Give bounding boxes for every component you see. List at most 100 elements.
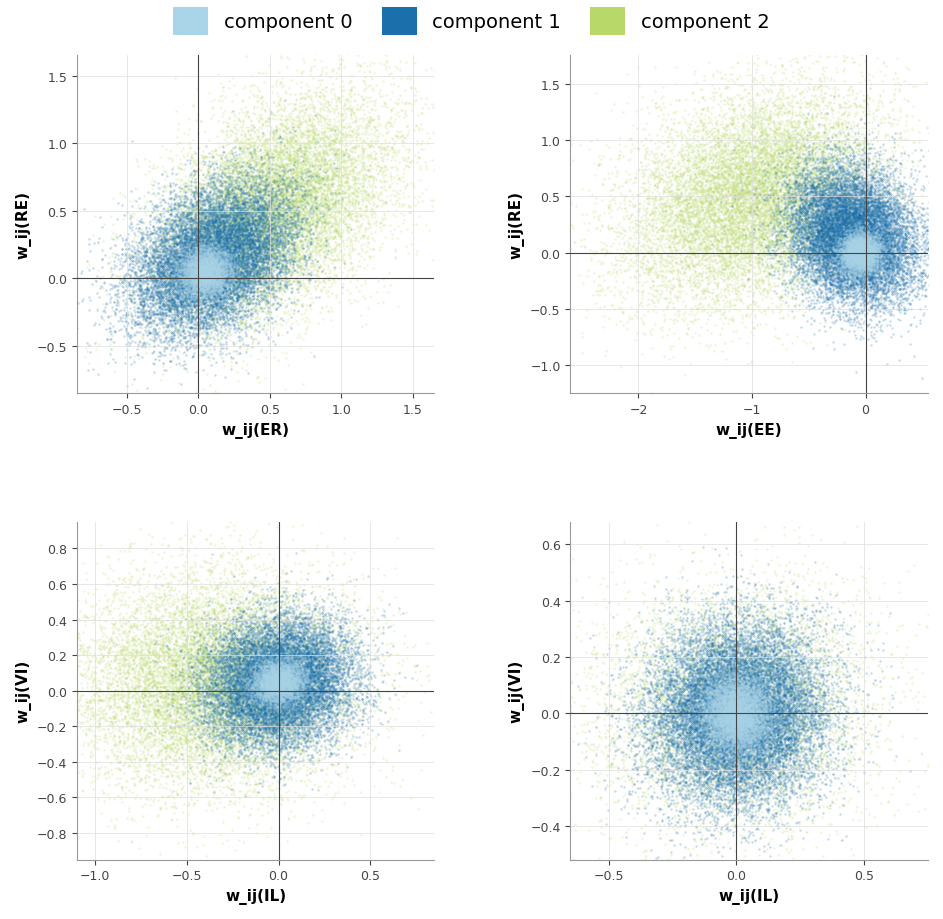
Point bbox=[850, 248, 865, 263]
Point bbox=[157, 725, 172, 740]
Point bbox=[240, 709, 255, 724]
Point bbox=[240, 766, 255, 780]
Point bbox=[837, 234, 852, 249]
Point bbox=[711, 676, 726, 691]
Point bbox=[197, 285, 212, 300]
Point bbox=[732, 174, 747, 188]
Point bbox=[188, 227, 203, 242]
Point bbox=[691, 166, 706, 181]
Point bbox=[708, 618, 723, 633]
Point bbox=[246, 709, 261, 723]
Point bbox=[817, 232, 832, 246]
Point bbox=[124, 638, 140, 652]
Point bbox=[775, 651, 790, 665]
Point bbox=[100, 654, 115, 669]
Point bbox=[270, 679, 285, 694]
Point bbox=[882, 156, 897, 171]
Point bbox=[709, 656, 724, 671]
Point bbox=[740, 240, 755, 255]
Point bbox=[180, 306, 195, 321]
Point bbox=[855, 242, 870, 256]
Point bbox=[702, 632, 717, 647]
Point bbox=[295, 674, 310, 688]
Point bbox=[354, 670, 369, 685]
Point bbox=[196, 639, 211, 653]
Point bbox=[197, 240, 212, 255]
Point bbox=[843, 215, 858, 230]
Point bbox=[740, 698, 755, 712]
Point bbox=[277, 241, 292, 255]
Point bbox=[768, 175, 783, 189]
Point bbox=[747, 716, 762, 731]
Point bbox=[269, 201, 284, 216]
Point bbox=[124, 607, 139, 622]
Point bbox=[239, 676, 254, 691]
Point bbox=[208, 255, 223, 270]
Point bbox=[725, 221, 740, 236]
Point bbox=[743, 720, 758, 735]
Point bbox=[278, 674, 293, 688]
Point bbox=[141, 337, 157, 352]
Point bbox=[275, 646, 290, 661]
Point bbox=[174, 358, 189, 373]
Point bbox=[771, 635, 786, 650]
Point bbox=[825, 212, 840, 227]
Point bbox=[178, 673, 193, 687]
Point bbox=[819, 248, 834, 263]
Point bbox=[210, 208, 225, 222]
Point bbox=[282, 264, 297, 278]
Point bbox=[781, 686, 796, 701]
Point bbox=[698, 756, 713, 771]
Point bbox=[735, 717, 750, 732]
Point bbox=[717, 692, 732, 707]
Point bbox=[270, 698, 285, 713]
Point bbox=[782, 197, 797, 211]
Point bbox=[707, 724, 722, 739]
Point bbox=[264, 678, 279, 693]
Point bbox=[885, 301, 901, 316]
Point bbox=[743, 671, 758, 686]
Point bbox=[282, 628, 297, 642]
Point bbox=[200, 273, 215, 288]
Point bbox=[278, 685, 293, 699]
Point bbox=[186, 305, 201, 320]
Point bbox=[738, 231, 753, 245]
Point bbox=[769, 740, 785, 754]
Point bbox=[292, 653, 307, 668]
Point bbox=[277, 674, 292, 688]
Point bbox=[264, 683, 279, 698]
Point bbox=[855, 237, 870, 252]
Point bbox=[751, 732, 766, 747]
Point bbox=[816, 253, 831, 267]
Point bbox=[311, 690, 326, 705]
Point bbox=[721, 712, 736, 727]
Point bbox=[292, 659, 307, 674]
Point bbox=[306, 696, 322, 710]
Point bbox=[296, 151, 311, 165]
Point bbox=[819, 289, 835, 304]
Point bbox=[175, 251, 190, 266]
Point bbox=[306, 664, 322, 678]
Point bbox=[279, 262, 294, 277]
Point bbox=[316, 702, 331, 717]
Point bbox=[730, 683, 745, 698]
Point bbox=[296, 727, 311, 742]
Point bbox=[801, 720, 816, 734]
Point bbox=[188, 281, 203, 296]
Point bbox=[276, 284, 291, 299]
Point bbox=[636, 681, 651, 696]
Point bbox=[600, 647, 615, 662]
Point bbox=[857, 237, 872, 252]
Point bbox=[305, 698, 320, 712]
Point bbox=[223, 270, 239, 285]
Point bbox=[720, 713, 736, 728]
Point bbox=[856, 240, 871, 255]
Point bbox=[830, 224, 845, 239]
Point bbox=[293, 252, 308, 267]
Point bbox=[213, 288, 228, 302]
Point bbox=[798, 270, 813, 285]
Point bbox=[215, 245, 230, 260]
Point bbox=[181, 706, 196, 720]
Point bbox=[251, 675, 266, 690]
Point bbox=[333, 196, 348, 210]
